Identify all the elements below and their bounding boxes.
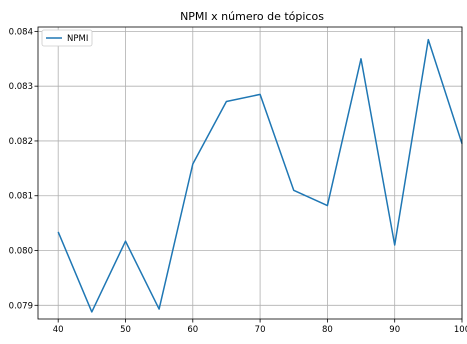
y-tick-label: 0.083 — [9, 82, 33, 92]
y-tick-label: 0.079 — [9, 301, 33, 311]
y-tick-label: 0.082 — [9, 137, 33, 147]
y-tick-label: 0.081 — [9, 192, 33, 202]
x-tick-label: 70 — [255, 325, 266, 335]
x-tick-label: 50 — [120, 325, 131, 335]
y-tick-label: 0.084 — [9, 27, 33, 37]
legend-box — [41, 29, 93, 47]
x-axis: 40 50 60 70 80 90 100 — [53, 319, 467, 335]
x-tick-label: 40 — [53, 325, 64, 335]
plot-frame — [37, 26, 463, 320]
grid-lines — [38, 27, 463, 319]
chart-title: NPMI x número de tópicos — [180, 10, 324, 23]
x-tick-label: 60 — [187, 325, 198, 335]
series-layer — [57, 38, 463, 313]
legend-label-npmi: NPMI — [67, 34, 88, 44]
series-line-npmi — [57, 38, 463, 313]
x-tick-label: 80 — [322, 325, 333, 335]
x-tick-label: 90 — [389, 325, 400, 335]
y-tick-label: 0.080 — [9, 247, 33, 257]
x-tick-label: 100 — [454, 325, 467, 335]
legend: NPMI — [41, 29, 93, 47]
y-axis: 0.079 0.080 0.081 0.082 0.083 0.084 — [9, 27, 38, 311]
